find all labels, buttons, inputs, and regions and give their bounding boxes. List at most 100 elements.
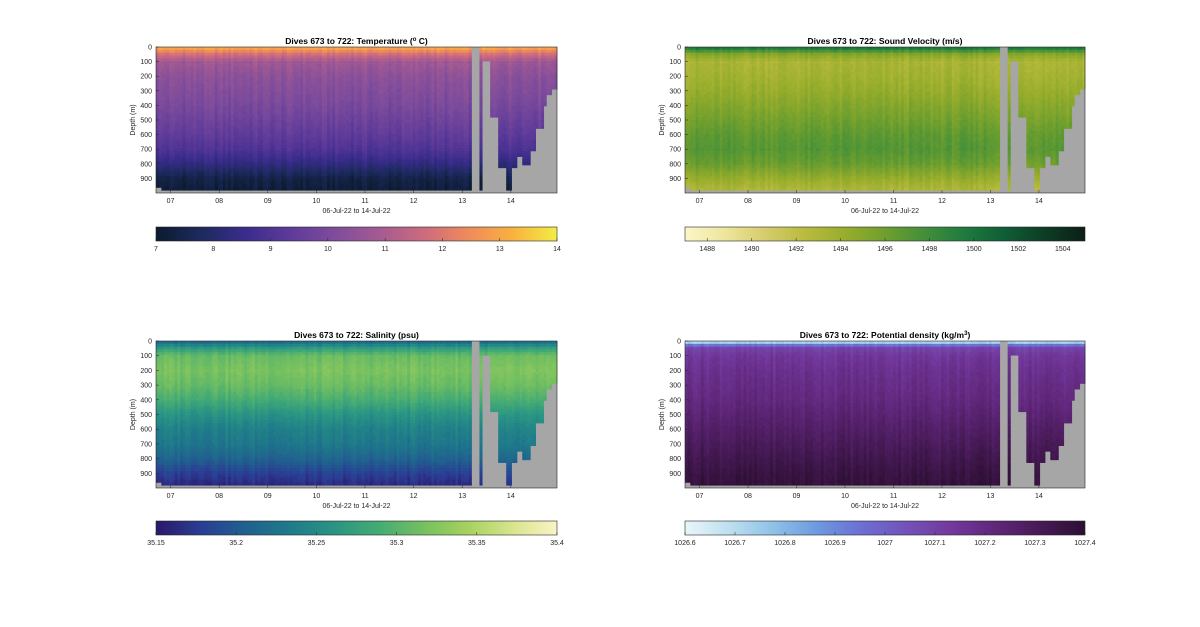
heatmap-cell	[188, 103, 192, 107]
heatmap-cell	[324, 77, 328, 82]
heatmap-cell	[375, 128, 379, 132]
heatmap-cell	[177, 134, 181, 138]
heatmap-cell	[190, 131, 194, 135]
heatmap-cell	[156, 61, 160, 65]
heatmap-cell	[337, 150, 341, 155]
heatmap-cell	[180, 181, 184, 185]
heatmap-cell	[367, 66, 371, 70]
heatmap-cell	[161, 173, 165, 177]
heatmap-cell	[206, 103, 210, 107]
heatmap-cell	[361, 69, 365, 73]
heatmap-cell	[372, 156, 376, 160]
heatmap-cell	[297, 77, 301, 82]
heatmap-cell	[343, 139, 347, 143]
heatmap-cell	[319, 150, 323, 155]
heatmap-cell	[396, 164, 400, 169]
heatmap-cell	[316, 136, 320, 141]
heatmap-cell	[230, 55, 234, 59]
heatmap-cell	[241, 80, 245, 84]
heatmap-cell	[225, 77, 229, 82]
heatmap-cell	[359, 153, 363, 157]
heatmap-cell	[262, 122, 266, 127]
heatmap-cell	[177, 75, 181, 79]
heatmap-cell	[220, 139, 224, 143]
heatmap-cell	[380, 131, 384, 135]
heatmap-cell	[289, 145, 293, 149]
heatmap-cell	[369, 103, 373, 107]
heatmap-cell	[396, 125, 400, 129]
heatmap-cell	[337, 156, 341, 160]
heatmap-cell	[289, 72, 293, 76]
heatmap-cell	[246, 86, 250, 90]
heatmap-cell	[273, 184, 277, 188]
heatmap-cell	[321, 108, 325, 112]
heatmap-cell	[230, 72, 234, 76]
heatmap-cell	[217, 80, 221, 84]
heatmap-cell	[233, 145, 237, 149]
heatmap-cell	[295, 52, 299, 56]
heatmap-cell	[353, 145, 357, 149]
heatmap-cell	[278, 72, 283, 76]
heatmap-cell	[332, 91, 336, 96]
heatmap-cell	[401, 162, 406, 166]
heatmap-cell	[383, 69, 387, 73]
heatmap-cell	[196, 173, 200, 177]
heatmap-cell	[311, 55, 315, 59]
heatmap-cell	[182, 122, 186, 127]
heatmap-cell	[369, 108, 373, 112]
heatmap-cell	[316, 58, 320, 62]
heatmap-cell	[393, 66, 397, 70]
heatmap-cell	[289, 63, 293, 68]
heatmap-cell	[281, 181, 285, 185]
heatmap-cell	[214, 181, 218, 185]
heatmap-cell	[222, 125, 226, 129]
heatmap-cell	[415, 86, 419, 90]
heatmap-cell	[174, 139, 178, 143]
heatmap-cell	[182, 117, 186, 121]
heatmap-cell	[209, 77, 213, 82]
heatmap-cell	[276, 145, 280, 149]
heatmap-cell	[268, 105, 272, 110]
heatmap-cell	[300, 114, 304, 118]
heatmap-cell	[375, 77, 379, 82]
heatmap-cell	[321, 49, 325, 54]
heatmap-cell	[321, 63, 325, 68]
heatmap-cell	[172, 111, 176, 115]
heatmap-cell	[324, 47, 328, 51]
heatmap-cell	[158, 120, 162, 124]
heatmap-cell	[409, 139, 414, 143]
heatmap-cell	[319, 162, 323, 166]
heatmap-cell	[329, 187, 333, 191]
heatmap-cell	[412, 91, 416, 96]
heatmap-cell	[241, 153, 245, 157]
heatmap-cell	[351, 52, 355, 56]
heatmap-cell	[361, 159, 365, 163]
heatmap-cell	[180, 69, 184, 73]
heatmap-cell	[353, 159, 357, 163]
heatmap-cell	[257, 178, 261, 183]
heatmap-cell	[337, 108, 341, 112]
heatmap-cell	[345, 52, 349, 56]
heatmap-cell	[359, 170, 363, 174]
heatmap-cell	[212, 52, 216, 56]
heatmap-cell	[324, 97, 328, 101]
heatmap-cell	[225, 105, 229, 110]
heatmap-cell	[230, 150, 234, 155]
heatmap-cell	[254, 91, 258, 96]
heatmap-cell	[359, 91, 363, 96]
heatmap-cell	[401, 184, 406, 188]
heatmap-cell	[311, 170, 315, 174]
heatmap-cell	[185, 167, 189, 171]
heatmap-cell	[345, 125, 349, 129]
heatmap-cell	[308, 89, 312, 93]
heatmap-cell	[329, 89, 333, 93]
heatmap-cell	[265, 153, 269, 157]
heatmap-cell	[254, 134, 258, 138]
heatmap-cell	[404, 176, 408, 180]
heatmap-cell	[351, 156, 355, 160]
heatmap-cell	[185, 83, 189, 87]
heatmap-cell	[190, 58, 194, 62]
heatmap-cell	[220, 105, 224, 110]
heatmap-cell	[391, 176, 395, 180]
heatmap-cell	[204, 128, 208, 132]
